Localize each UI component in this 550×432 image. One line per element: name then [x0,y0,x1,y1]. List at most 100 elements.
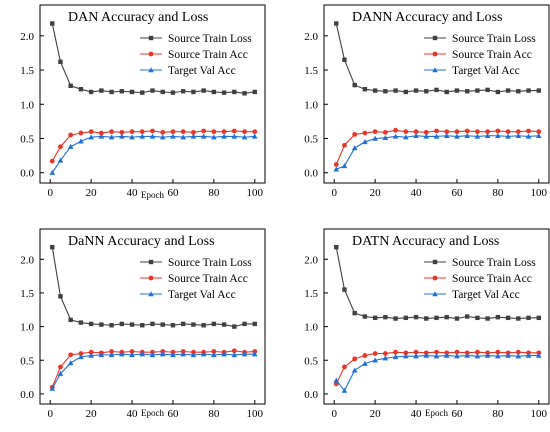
data-point [57,370,64,376]
data-point [170,90,176,95]
y-tick-label: 1.5 [20,65,34,77]
data-point [180,129,186,135]
data-point [191,89,196,95]
x-tick-label: 20 [370,187,382,199]
data-point [362,87,368,92]
data-point [109,349,114,354]
data-point [383,314,388,320]
data-point [68,352,74,358]
data-point [149,133,156,139]
series-triangle [49,351,258,391]
data-point [251,133,258,139]
data-point [536,129,542,135]
data-point [342,287,347,292]
data-point [191,322,196,327]
data-point [433,353,440,359]
data-point [170,129,176,135]
data-point [221,90,227,95]
series-circle [333,127,542,167]
data-point [68,317,73,323]
x-tick-label: 60 [451,408,463,420]
data-point [382,129,388,135]
y-tick-label: 2.0 [20,31,34,43]
x-axis-label: Epoch [425,408,448,418]
legend-label: Target Val Acc [452,65,520,77]
data-point [231,348,237,354]
data-point [454,133,460,139]
data-point [342,364,347,370]
x-tick-label: 40 [411,408,423,420]
x-tick-label: 60 [167,187,179,199]
x-tick-label: 100 [531,408,548,420]
data-point [444,89,449,95]
data-point [119,133,125,139]
data-point [129,322,135,327]
data-point [342,57,347,62]
data-point [495,314,501,320]
x-tick-label: 20 [86,187,98,199]
data-point [351,145,358,151]
legend-label: Source Train Loss [168,33,252,45]
data-point [454,316,460,321]
data-point [68,132,74,138]
data-point [352,356,358,362]
data-point [413,132,419,138]
data-point [231,352,238,358]
legend-label: Source Train Acc [168,49,248,61]
data-point [180,89,186,94]
data-point [505,352,511,358]
data-point [140,90,145,95]
data-point [190,133,197,139]
data-point [221,129,227,135]
data-point [403,89,409,95]
y-tick-label: 0.0 [304,168,318,180]
legend-marker [148,259,154,265]
data-point [505,315,511,321]
data-point [434,128,439,134]
x-axis-label: Epoch [141,190,164,200]
x-tick-label: 0 [331,408,337,420]
data-point [160,322,165,327]
data-point [341,163,348,169]
data-point [352,82,357,88]
data-point [413,314,419,320]
data-point [536,88,541,93]
y-tick-label: 2.0 [20,254,34,266]
data-point [516,89,521,94]
data-point [58,294,63,299]
data-point [464,89,470,94]
data-point [484,352,491,358]
data-point [434,349,439,355]
data-point [352,131,358,137]
data-point [58,144,63,150]
data-point [50,21,55,26]
data-point [382,351,388,356]
data-point [393,316,398,321]
data-point [393,127,398,133]
data-point [444,314,449,320]
data-point [251,351,258,357]
chart-panel-4: 0.0 0.5 1.0 1.5 2.0 0 20 40 60 80 100 Epoch DATN Acc… [304,228,550,420]
data-point [474,353,481,359]
data-point [362,130,368,136]
legend-label: Target Val Acc [168,65,236,77]
data-point [495,128,501,134]
data-point [464,314,470,319]
x-tick-label: 100 [247,187,264,199]
data-point [242,91,247,96]
data-point [159,134,166,140]
legend-marker [432,35,438,41]
legend-marker [432,51,438,57]
data-point [201,128,207,134]
data-point [99,88,104,93]
data-point [423,129,429,135]
data-point [211,134,217,140]
data-point [221,322,227,327]
data-point [88,349,94,355]
data-point [424,89,429,94]
chart-panel-1: 0.0 0.5 1.0 1.5 2.0 0 20 40 60 80 100 Epoch DAN Accu… [20,4,266,200]
data-point [392,354,399,360]
series-triangle [49,133,258,175]
data-point [211,321,217,327]
data-point [515,353,522,359]
